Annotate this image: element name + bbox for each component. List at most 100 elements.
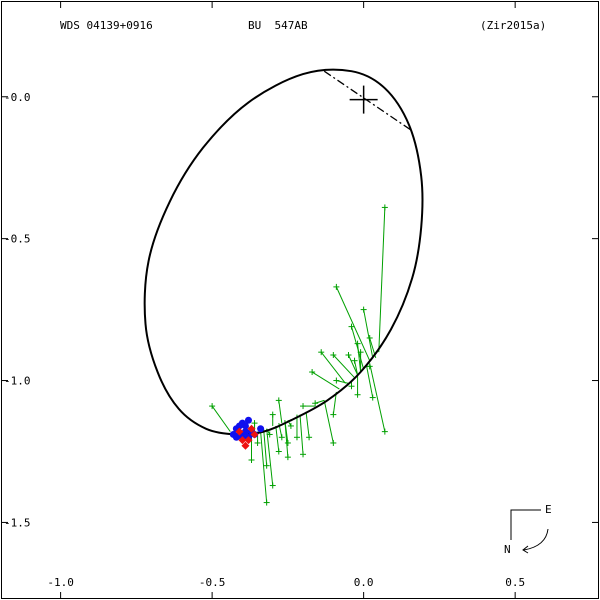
y-tick-label: -0.5 [4, 233, 31, 246]
residual-line [305, 411, 310, 438]
measurement-point [330, 439, 337, 446]
red-point [241, 441, 250, 450]
measurement-point [330, 352, 337, 358]
measurement-point [345, 352, 352, 358]
measurement-point [284, 439, 291, 446]
measurement-point [360, 306, 367, 313]
measurement-point [263, 499, 270, 506]
measurement-point [381, 428, 388, 435]
measurement-point [348, 383, 355, 390]
measurement-point [381, 204, 388, 211]
measurement-point [369, 394, 376, 401]
residual-line [323, 400, 334, 444]
measurement-point [293, 434, 300, 441]
measurement-point [366, 334, 373, 341]
residual-line [299, 414, 304, 455]
y-tick-label: -1.0 [4, 375, 31, 388]
measurement-point [251, 420, 258, 427]
compass-east-label: E [545, 503, 552, 516]
residual-lines [211, 207, 386, 503]
measurement-point [366, 363, 373, 370]
residual-line [335, 286, 371, 361]
blue-point [241, 422, 249, 430]
measurement-point [351, 357, 358, 364]
blue-point [232, 433, 240, 441]
measurement-point [275, 397, 282, 404]
measurement-point [278, 434, 285, 441]
residual-line [320, 351, 346, 384]
compass-rose: E N [504, 503, 552, 556]
residual-line [311, 371, 340, 390]
measurement-point [209, 403, 216, 410]
blue-point [241, 428, 249, 436]
red-measurements [235, 424, 259, 450]
measurement-point [300, 451, 307, 458]
red-point [235, 427, 244, 436]
residual-line [266, 428, 274, 486]
red-point [247, 424, 256, 433]
blue-point [257, 425, 265, 433]
primary-star-marker [349, 85, 378, 114]
measurement-point [254, 439, 261, 446]
y-tick-label: -0.0 [4, 91, 31, 104]
blue-point [244, 416, 252, 424]
residual-line [260, 431, 268, 503]
residual-line [278, 400, 283, 424]
compass-axes [510, 509, 541, 540]
measurement-point [275, 448, 282, 455]
measurement-point [318, 349, 325, 356]
measurement-point [354, 340, 361, 347]
wds-identifier: WDS 04139+0916 [60, 19, 153, 32]
x-axis-ticks: -1.0 -0.5 0.0 0.5 [47, 2, 525, 598]
measurement-point [300, 403, 307, 410]
measurement-point [263, 462, 270, 469]
measurement-point [266, 431, 273, 438]
measurement-point [309, 369, 316, 376]
x-tick-label: -1.0 [47, 576, 74, 589]
measurement-point [333, 377, 340, 384]
measurement-point [306, 434, 313, 441]
measurement-point [269, 482, 276, 489]
residual-line [369, 363, 386, 432]
measurement-point [287, 422, 294, 429]
residual-line [263, 428, 268, 466]
residual-line [332, 391, 337, 415]
x-tick-label: 0.5 [505, 576, 525, 589]
measurement-point [330, 411, 337, 418]
measurement-markers [209, 204, 388, 506]
compass-arrow [523, 528, 549, 551]
residual-line [363, 309, 374, 358]
measurement-point [312, 400, 319, 407]
measurement-point [248, 457, 255, 463]
residual-line [284, 420, 289, 458]
measurement-point [348, 323, 355, 330]
y-axis-ticks: -0.0 -0.5 -1.0 -1.5 [2, 91, 598, 529]
compass-arrow-head-icon [522, 545, 529, 554]
blue-measurements [229, 416, 265, 441]
red-point [238, 436, 247, 445]
measurement-point [354, 391, 361, 398]
residual-line [357, 343, 362, 373]
x-tick-label: 0.0 [354, 576, 374, 589]
orbit-reference: (Zir2015a) [480, 19, 546, 32]
line-of-nodes [323, 70, 413, 132]
x-tick-label: -0.5 [199, 576, 226, 589]
residual-line [348, 354, 359, 376]
residual-line [275, 425, 280, 452]
y-tick-label: -1.5 [4, 516, 31, 529]
measurement-point [284, 454, 291, 461]
orbit-ellipse [143, 68, 424, 436]
measurement-point [333, 283, 340, 290]
measurement-point [357, 349, 364, 356]
residual-line [211, 405, 231, 432]
residual-line [354, 360, 359, 375]
system-designation: BU 547AB [248, 19, 308, 32]
blue-point [235, 422, 243, 430]
residual-line [366, 366, 374, 398]
red-point [250, 430, 259, 439]
compass-north-label: N [504, 543, 511, 556]
residual-line [332, 354, 355, 379]
